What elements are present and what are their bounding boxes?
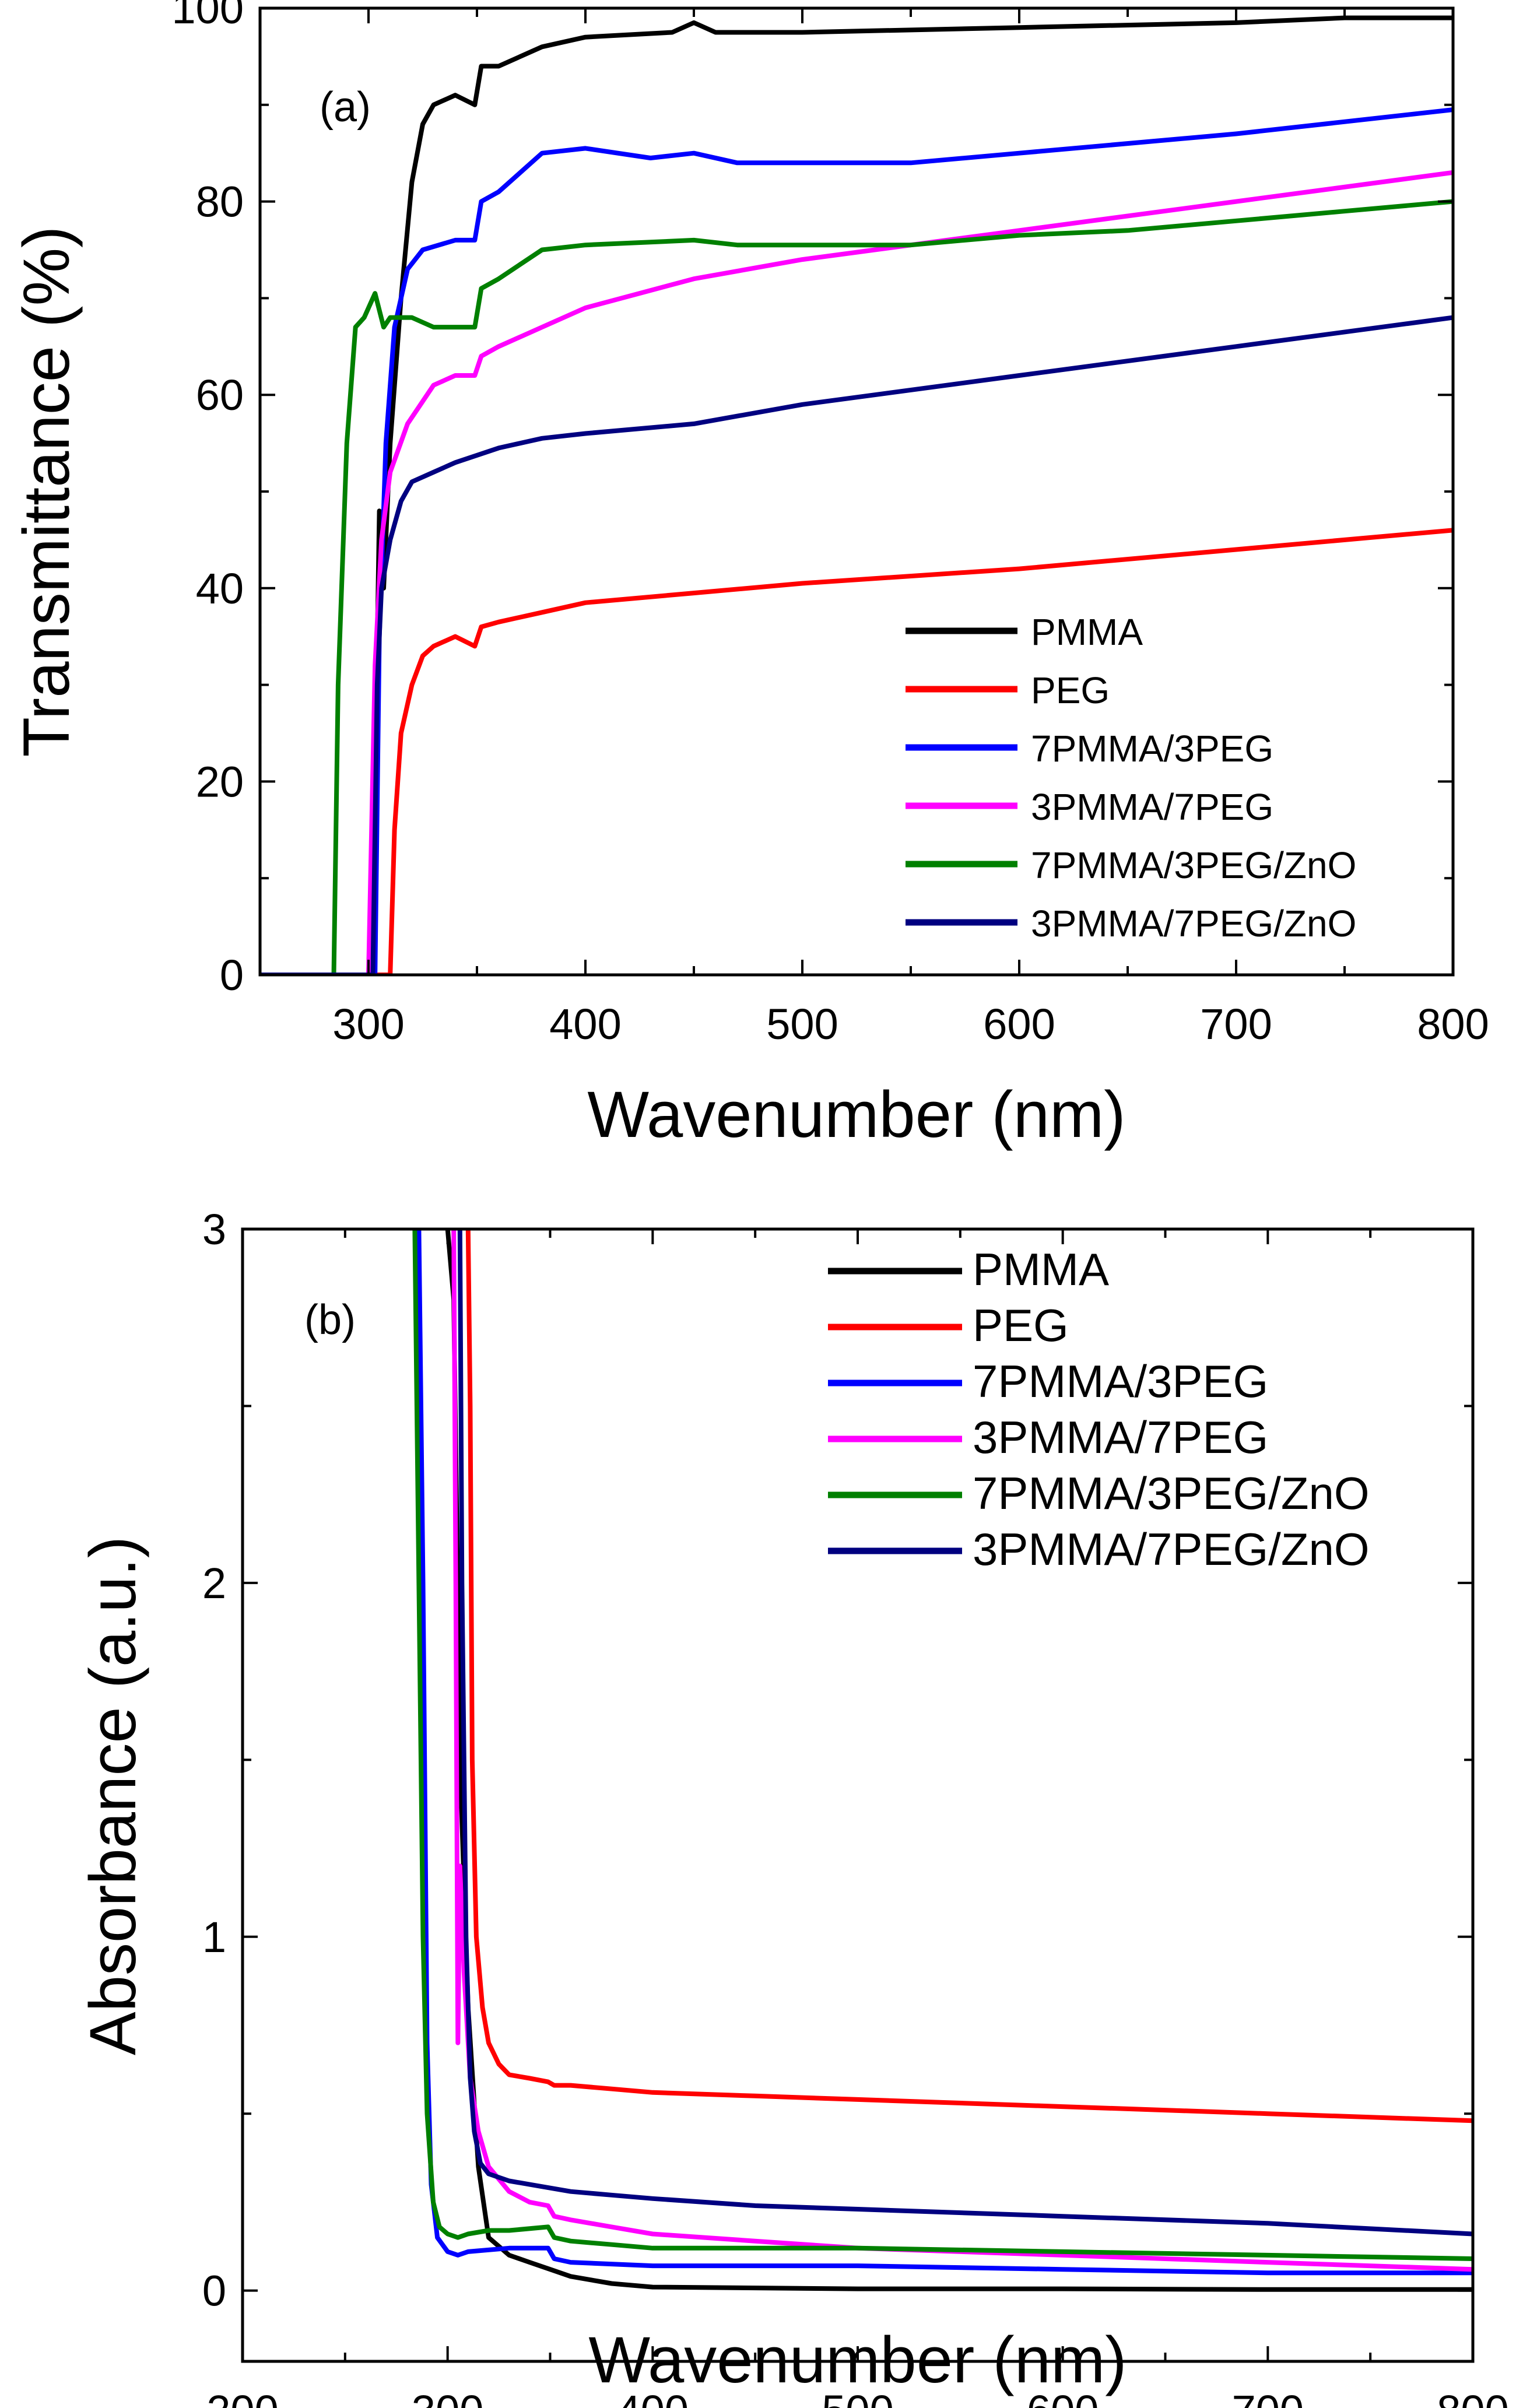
panel-a-ylabel: Transmittance (%) <box>10 226 83 757</box>
panel-a-ticks: 300 400 500 600 700 800 0 20 40 60 80 100 <box>172 0 1489 1048</box>
panel-a-legend: PMMA PEG 7PMMA/3PEG 3PMMA/7PEG 7PMMA/3PEG/Zn… <box>906 611 1356 945</box>
panel-a-xtick-label: 500 <box>766 1000 838 1048</box>
panel-b-series-line-5 <box>412 1229 1473 2261</box>
panel-b-legend-label: 3PMMA/7PEG <box>973 1412 1268 1463</box>
panel-b-ticks: 200 300 400 500 600 700 800 0 1 2 3 <box>202 1205 1509 2408</box>
panel-a-series-line-1 <box>260 15 1453 975</box>
panel-a-legend-label: 3PMMA/7PEG <box>1031 786 1273 828</box>
panel-a-series-line-6 <box>260 315 1453 975</box>
panel-b-xtick-label: 300 <box>412 2386 483 2408</box>
panel-b-xtick-label: 400 <box>617 2386 689 2408</box>
panel-b-legend: PMMAPEG7PMMA/3PEG3PMMA/7PEG7PMMA/3PEG/Zn… <box>828 1244 1370 1575</box>
panel-a-xtick-label: 400 <box>549 1000 621 1048</box>
panel-a-series-line-4 <box>260 170 1453 975</box>
panel-a-series-line-5 <box>260 199 1453 975</box>
panel-a-ytick-label: 0 <box>220 951 244 999</box>
panel-b-xtick-label: 700 <box>1232 2386 1304 2408</box>
panel-a-ytick-label: 100 <box>172 0 244 33</box>
panel-a-xtick-label: 800 <box>1417 1000 1489 1048</box>
panel-b-legend-label: PMMA <box>973 1244 1109 1295</box>
panel-b-legend-label: 7PMMA/3PEG <box>973 1356 1268 1407</box>
panel-a-legend-label: PMMA <box>1031 611 1143 653</box>
panel-a-legend-label: 3PMMA/7PEG/ZnO <box>1031 903 1356 945</box>
panel-a-legend-label: 7PMMA/3PEG/ZnO <box>1031 844 1356 886</box>
panel-b-label: (b) <box>304 1297 356 1343</box>
panel-a-legend-label: 7PMMA/3PEG <box>1031 728 1273 770</box>
panel-a-series-line-2 <box>260 528 1453 975</box>
panel-b-series-line-6 <box>457 1229 1473 2237</box>
panel-b-ytick-label: 1 <box>202 1913 226 1961</box>
panel-b-absorbance: 200 300 400 500 600 700 800 0 1 2 3 (b) Wavenumber… <box>76 1205 1509 2408</box>
panel-b-ylabel: Absorbance (a.u.) <box>76 1536 149 2055</box>
panel-b-ytick-label: 3 <box>202 1205 226 1254</box>
panel-b-xtick-label: 500 <box>822 2386 893 2408</box>
panel-a-legend-label: PEG <box>1031 669 1110 711</box>
panel-a-ytick-label: 60 <box>196 371 244 419</box>
panel-b-xlabel: Wavenumber (nm) <box>588 2323 1127 2396</box>
panel-b-xtick-label: 600 <box>1027 2386 1099 2408</box>
panel-a-xlabel: Wavenumber (nm) <box>587 1078 1125 1151</box>
panel-a-ytick-label: 80 <box>196 178 244 226</box>
panel-a-label: (a) <box>320 84 371 131</box>
panel-a-xtick-label: 600 <box>983 1000 1055 1048</box>
panel-b-legend-label: 3PMMA/7PEG/ZnO <box>973 1524 1370 1575</box>
panel-a-xtick-label: 700 <box>1200 1000 1272 1048</box>
panel-a-series-group <box>260 15 1453 975</box>
panel-a-ytick-label: 20 <box>196 757 244 806</box>
panel-a-ytick-label: 40 <box>196 564 244 613</box>
panel-a-transmittance: 300 400 500 600 700 800 0 20 40 60 80 100 (a) Waven… <box>10 0 1489 1151</box>
panel-b-legend-label: PEG <box>973 1300 1069 1351</box>
panel-a-xtick-label: 300 <box>332 1000 404 1048</box>
panel-b-legend-label: 7PMMA/3PEG/ZnO <box>973 1468 1370 1519</box>
panel-b-ytick-label: 2 <box>202 1559 226 1607</box>
panel-b-xtick-label: 200 <box>206 2386 278 2408</box>
panel-b-ytick-label: 0 <box>202 2267 226 2315</box>
panel-b-xtick-label: 800 <box>1437 2386 1508 2408</box>
panel-b-series-group <box>412 1229 1473 2292</box>
panel-b-series-line-2 <box>465 1229 1473 2123</box>
